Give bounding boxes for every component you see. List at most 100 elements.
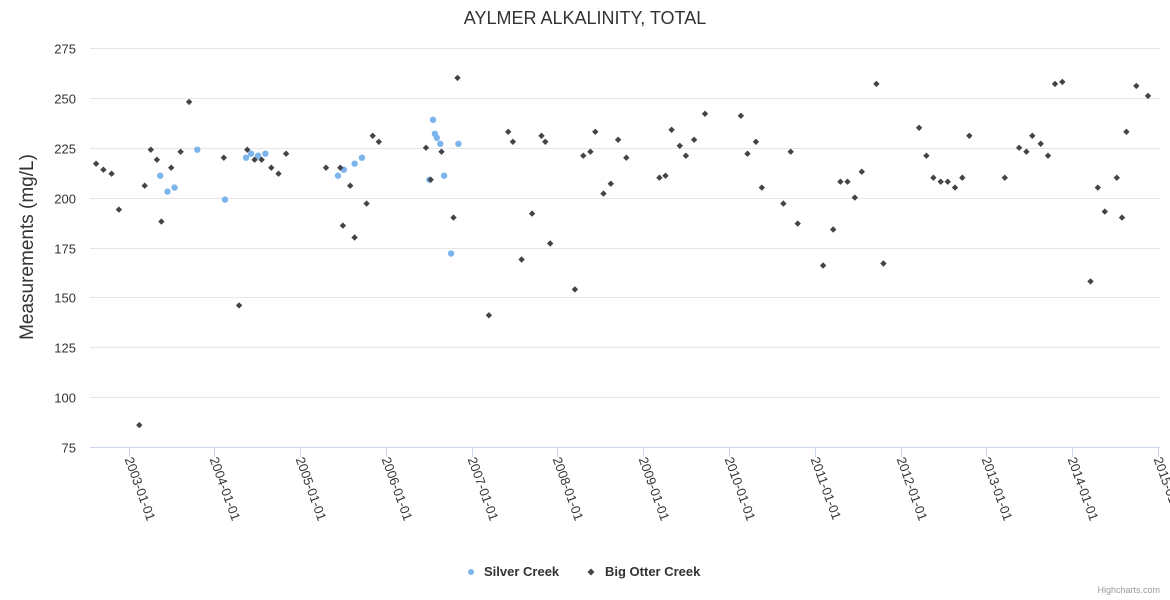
data-point[interactable] bbox=[701, 110, 709, 117]
data-point[interactable] bbox=[930, 174, 937, 181]
data-point[interactable] bbox=[262, 150, 269, 157]
data-point[interactable] bbox=[505, 128, 512, 135]
data-point[interactable] bbox=[1123, 128, 1130, 135]
data-point[interactable] bbox=[429, 116, 437, 124]
data-point[interactable] bbox=[592, 128, 599, 135]
data-point[interactable] bbox=[858, 168, 865, 175]
legend-item-silver-creek[interactable]: Silver Creek bbox=[468, 564, 560, 579]
data-point[interactable] bbox=[108, 170, 115, 177]
data-point[interactable] bbox=[375, 138, 382, 145]
data-point[interactable] bbox=[158, 218, 165, 225]
data-point[interactable] bbox=[1051, 80, 1059, 88]
data-point[interactable] bbox=[1133, 82, 1140, 90]
data-point[interactable] bbox=[185, 98, 193, 106]
data-point[interactable] bbox=[547, 240, 554, 247]
data-point[interactable] bbox=[247, 150, 255, 157]
data-point[interactable] bbox=[1001, 174, 1008, 181]
data-point[interactable] bbox=[171, 184, 178, 191]
data-point[interactable] bbox=[623, 154, 630, 161]
data-point[interactable] bbox=[115, 206, 123, 213]
data-point[interactable] bbox=[455, 140, 462, 147]
data-point[interactable] bbox=[614, 136, 622, 143]
data-point[interactable] bbox=[873, 80, 880, 88]
data-point[interactable] bbox=[538, 132, 545, 139]
legend-item-big-otter-creek[interactable]: Big Otter Creek bbox=[587, 564, 702, 579]
data-point[interactable] bbox=[951, 184, 959, 191]
data-point[interactable] bbox=[438, 148, 445, 155]
data-point[interactable] bbox=[100, 166, 107, 173]
data-point[interactable] bbox=[157, 172, 164, 179]
data-point[interactable] bbox=[92, 160, 100, 167]
data-point[interactable] bbox=[337, 164, 344, 171]
data-point[interactable] bbox=[427, 176, 434, 183]
data-point[interactable] bbox=[780, 200, 787, 207]
data-point[interactable] bbox=[136, 421, 143, 429]
data-point[interactable] bbox=[844, 178, 851, 185]
data-point[interactable] bbox=[268, 164, 275, 171]
data-point[interactable] bbox=[275, 170, 282, 177]
data-point[interactable] bbox=[959, 174, 966, 181]
data-point[interactable] bbox=[1029, 132, 1036, 139]
data-point[interactable] bbox=[571, 286, 579, 293]
data-point[interactable] bbox=[244, 146, 251, 153]
data-point[interactable] bbox=[437, 140, 444, 147]
data-point[interactable] bbox=[1113, 174, 1120, 181]
data-point[interactable] bbox=[254, 152, 262, 159]
data-point[interactable] bbox=[518, 256, 525, 263]
data-point[interactable] bbox=[528, 210, 536, 217]
data-point[interactable] bbox=[351, 160, 358, 167]
data-point[interactable] bbox=[1044, 152, 1052, 159]
credits-link[interactable]: Highcharts.com bbox=[1097, 585, 1160, 595]
data-point[interactable] bbox=[258, 156, 265, 163]
data-point[interactable] bbox=[923, 152, 930, 159]
data-point[interactable] bbox=[339, 222, 347, 229]
data-point[interactable] bbox=[440, 172, 448, 179]
data-point[interactable] bbox=[1037, 140, 1044, 147]
data-point[interactable] bbox=[542, 138, 549, 145]
data-point[interactable] bbox=[752, 138, 760, 145]
data-point[interactable] bbox=[147, 146, 154, 153]
data-point[interactable] bbox=[944, 178, 951, 185]
data-point[interactable] bbox=[607, 180, 614, 187]
data-point[interactable] bbox=[282, 150, 290, 157]
data-point[interactable] bbox=[1144, 92, 1152, 100]
data-point[interactable] bbox=[242, 154, 250, 161]
data-point[interactable] bbox=[758, 184, 765, 191]
data-point[interactable] bbox=[819, 262, 827, 269]
data-point[interactable] bbox=[509, 138, 517, 145]
data-point[interactable] bbox=[351, 234, 358, 241]
data-point[interactable] bbox=[787, 148, 794, 155]
data-point[interactable] bbox=[177, 148, 184, 155]
data-point[interactable] bbox=[454, 74, 461, 82]
data-point[interactable] bbox=[600, 190, 607, 197]
data-point[interactable] bbox=[690, 136, 698, 143]
data-point[interactable] bbox=[334, 172, 342, 179]
data-point[interactable] bbox=[358, 154, 366, 161]
data-point[interactable] bbox=[830, 226, 837, 233]
data-point[interactable] bbox=[369, 132, 376, 139]
data-point[interactable] bbox=[1118, 214, 1126, 221]
data-point[interactable] bbox=[1015, 144, 1023, 151]
data-point[interactable] bbox=[251, 156, 258, 163]
data-point[interactable] bbox=[837, 178, 844, 185]
data-point[interactable] bbox=[450, 214, 457, 221]
data-point[interactable] bbox=[587, 148, 594, 155]
data-point[interactable] bbox=[662, 172, 669, 179]
data-point[interactable] bbox=[485, 312, 493, 319]
data-point[interactable] bbox=[447, 250, 455, 257]
data-point[interactable] bbox=[966, 132, 973, 139]
data-point[interactable] bbox=[221, 196, 229, 203]
data-point[interactable] bbox=[164, 188, 171, 195]
data-point[interactable] bbox=[1101, 208, 1108, 215]
data-point[interactable] bbox=[668, 126, 675, 133]
data-point[interactable] bbox=[1087, 278, 1094, 285]
data-point[interactable] bbox=[422, 144, 430, 151]
data-point[interactable] bbox=[168, 164, 175, 171]
data-point[interactable] bbox=[433, 134, 440, 141]
data-point[interactable] bbox=[1023, 148, 1030, 155]
data-point[interactable] bbox=[194, 146, 201, 153]
data-point[interactable] bbox=[794, 220, 801, 227]
data-point[interactable] bbox=[880, 260, 887, 267]
data-point[interactable] bbox=[737, 112, 745, 119]
data-point[interactable] bbox=[220, 154, 227, 161]
